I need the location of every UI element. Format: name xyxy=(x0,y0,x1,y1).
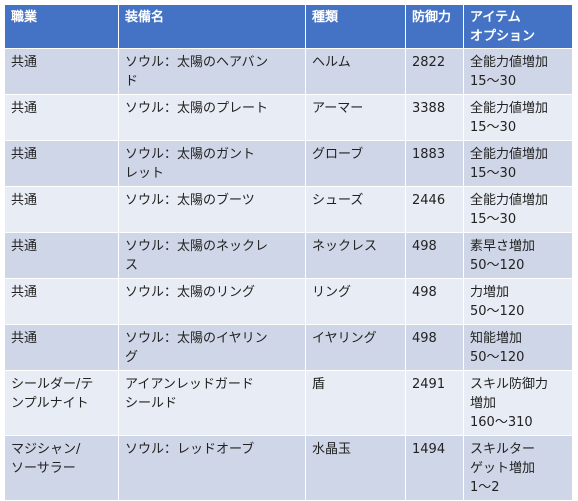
cell-defense: 498 xyxy=(405,278,464,325)
cell-type: シューズ xyxy=(305,186,406,233)
cell-type: ヘルム xyxy=(305,48,406,95)
cell-item-option: 力増加 50～120 xyxy=(463,278,573,325)
cell-item-option: 素早さ増加 50～120 xyxy=(463,232,573,279)
cell-equipment-name: ソウル：太陽のガント レット xyxy=(118,140,306,187)
cell-equipment-name: アイアンレッドガード シールド xyxy=(118,370,306,436)
equipment-table: 職業 装備名 種類 防御力 アイテム オプション 共通 ソウル：太陽のヘアバン … xyxy=(4,4,573,501)
header-type: 種類 xyxy=(305,4,406,49)
cell-equipment-name: ソウル：太陽のプレート xyxy=(118,94,306,141)
table-row: 共通 ソウル：太陽のリング リング 498 力増加 50～120 xyxy=(4,278,573,325)
cell-equipment-name: ソウル：太陽のネックレ ス xyxy=(118,232,306,279)
cell-defense: 498 xyxy=(405,324,464,371)
cell-item-option: スキル防御力 増加 160～310 xyxy=(463,370,573,436)
table-row: 共通 ソウル：太陽のイヤリン グ イヤリング 498 知能増加 50～120 xyxy=(4,324,573,371)
cell-item-option: スキルター ゲット増加 1～2 xyxy=(463,435,573,501)
cell-equipment-name: ソウル：太陽のイヤリン グ xyxy=(118,324,306,371)
cell-type: ネックレス xyxy=(305,232,406,279)
table-row: 共通 ソウル：太陽のプレート アーマー 3388 全能力値増加 15～30 xyxy=(4,94,573,141)
cell-type: 水晶玉 xyxy=(305,435,406,501)
cell-job: 共通 xyxy=(4,186,119,233)
cell-job: マジシャン/ ソーサラー xyxy=(4,435,119,501)
cell-type: 盾 xyxy=(305,370,406,436)
cell-job: シールダー/テ ンプルナイト xyxy=(4,370,119,436)
equipment-table-screenshot: 職業 装備名 種類 防御力 アイテム オプション 共通 ソウル：太陽のヘアバン … xyxy=(4,4,573,501)
cell-equipment-name: ソウル：レッドオーブ xyxy=(118,435,306,501)
cell-job: 共通 xyxy=(4,278,119,325)
cell-item-option: 全能力値増加 15～30 xyxy=(463,140,573,187)
cell-defense: 2491 xyxy=(405,370,464,436)
cell-job: 共通 xyxy=(4,48,119,95)
cell-type: アーマー xyxy=(305,94,406,141)
cell-item-option: 全能力値増加 15～30 xyxy=(463,48,573,95)
header-job: 職業 xyxy=(4,4,119,49)
cell-defense: 3388 xyxy=(405,94,464,141)
table-row: 共通 ソウル：太陽のガント レット グローブ 1883 全能力値増加 15～30 xyxy=(4,140,573,187)
cell-defense: 1494 xyxy=(405,435,464,501)
cell-defense: 2822 xyxy=(405,48,464,95)
header-item-option: アイテム オプション xyxy=(463,4,573,49)
cell-job: 共通 xyxy=(4,232,119,279)
cell-job: 共通 xyxy=(4,324,119,371)
table-header-row: 職業 装備名 種類 防御力 アイテム オプション xyxy=(4,4,573,49)
cell-equipment-name: ソウル：太陽のリング xyxy=(118,278,306,325)
table-row: シールダー/テ ンプルナイト アイアンレッドガード シールド 盾 2491 スキ… xyxy=(4,370,573,436)
table-row: マジシャン/ ソーサラー ソウル：レッドオーブ 水晶玉 1494 スキルター ゲ… xyxy=(4,435,573,501)
cell-item-option: 全能力値増加 15～30 xyxy=(463,186,573,233)
table-row: 共通 ソウル：太陽のネックレ ス ネックレス 498 素早さ増加 50～120 xyxy=(4,232,573,279)
cell-defense: 498 xyxy=(405,232,464,279)
table-row: 共通 ソウル：太陽のブーツ シューズ 2446 全能力値増加 15～30 xyxy=(4,186,573,233)
cell-equipment-name: ソウル：太陽のブーツ xyxy=(118,186,306,233)
cell-job: 共通 xyxy=(4,140,119,187)
header-equipment-name: 装備名 xyxy=(118,4,306,49)
cell-type: リング xyxy=(305,278,406,325)
table-row: 共通 ソウル：太陽のヘアバン ド ヘルム 2822 全能力値増加 15～30 xyxy=(4,48,573,95)
cell-type: イヤリング xyxy=(305,324,406,371)
cell-item-option: 全能力値増加 15～30 xyxy=(463,94,573,141)
cell-defense: 2446 xyxy=(405,186,464,233)
cell-equipment-name: ソウル：太陽のヘアバン ド xyxy=(118,48,306,95)
cell-type: グローブ xyxy=(305,140,406,187)
cell-item-option: 知能増加 50～120 xyxy=(463,324,573,371)
header-defense: 防御力 xyxy=(405,4,464,49)
cell-defense: 1883 xyxy=(405,140,464,187)
cell-job: 共通 xyxy=(4,94,119,141)
